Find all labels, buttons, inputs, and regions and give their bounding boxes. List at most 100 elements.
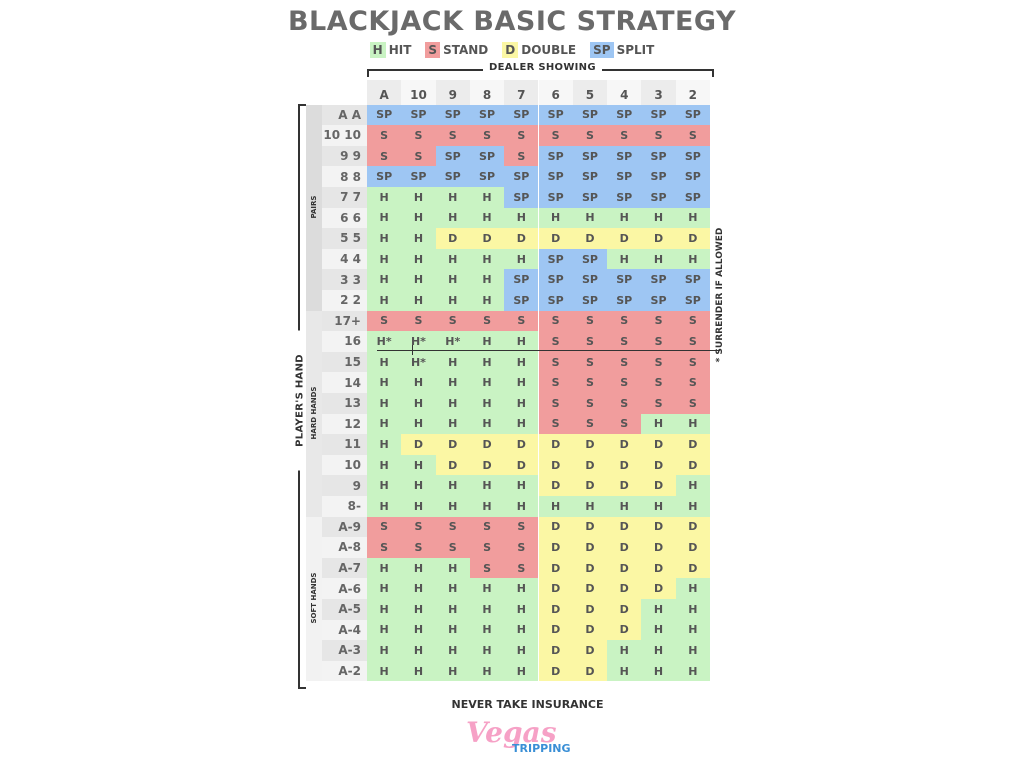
strategy-cell: H* xyxy=(401,331,436,352)
strategy-cell: SP xyxy=(435,166,470,187)
strategy-cell: SP xyxy=(675,187,710,208)
strategy-cell: D xyxy=(469,454,505,476)
strategy-cell: D xyxy=(538,434,573,455)
strategy-cell: S xyxy=(641,393,676,414)
strategy-cell: S xyxy=(607,351,642,373)
strategy-cell: D xyxy=(435,228,470,249)
strategy-cell: D xyxy=(607,454,642,476)
strategy-cell: D xyxy=(538,660,573,682)
strategy-cell: H xyxy=(538,207,573,229)
group-label: HARD HANDS xyxy=(310,386,318,440)
strategy-cell: H xyxy=(504,207,539,229)
strategy-cell: D xyxy=(504,454,539,476)
player-hand-label: A A xyxy=(322,104,367,126)
strategy-cell: H xyxy=(504,393,539,414)
legend: H HIT S STAND D DOUBLE SP SPLIT xyxy=(0,42,1024,58)
logo-vegas: Vegas xyxy=(466,716,557,749)
group-label: PAIRS xyxy=(310,195,318,219)
strategy-cell: S xyxy=(675,372,710,393)
strategy-cell: D xyxy=(572,537,608,558)
strategy-cell: H xyxy=(367,393,402,414)
player-hand-label: 17+ xyxy=(322,310,367,332)
strategy-cell: H xyxy=(435,372,470,393)
strategy-cell: H xyxy=(401,290,436,311)
strategy-cell: S xyxy=(572,393,608,414)
strategy-cell: H xyxy=(469,207,505,229)
strategy-cell: D xyxy=(675,516,710,538)
legend-item: H HIT xyxy=(369,42,411,58)
strategy-cell: D xyxy=(572,640,608,661)
strategy-cell: D xyxy=(641,516,676,538)
strategy-cell: D xyxy=(538,537,573,558)
strategy-cell: D xyxy=(538,475,573,496)
strategy-cell: D xyxy=(675,557,710,579)
column-shade xyxy=(401,80,436,106)
strategy-cell: H xyxy=(469,351,505,373)
strategy-cell: S xyxy=(538,413,573,435)
strategy-cell: H xyxy=(435,557,470,579)
strategy-cell: S xyxy=(367,310,402,332)
strategy-cell: H xyxy=(401,454,436,476)
strategy-cell: H xyxy=(435,578,470,599)
strategy-cell: D xyxy=(572,516,608,538)
strategy-cell: H xyxy=(367,496,402,517)
dealer-card-header: 3 xyxy=(654,88,663,102)
strategy-cell: SP xyxy=(641,187,676,208)
strategy-cell: H xyxy=(367,475,402,496)
strategy-cell: SP xyxy=(607,166,642,187)
strategy-cell: SP xyxy=(435,145,470,167)
strategy-cell: H xyxy=(469,269,505,290)
strategy-cell: S xyxy=(641,125,676,146)
strategy-cell: S xyxy=(607,393,642,414)
strategy-cell: S xyxy=(435,516,470,538)
strategy-cell: H xyxy=(469,640,505,661)
strategy-cell: H xyxy=(435,660,470,682)
strategy-cell: H xyxy=(367,207,402,229)
strategy-cell: D xyxy=(538,599,573,620)
strategy-cell: D xyxy=(572,578,608,599)
strategy-cell: H xyxy=(469,372,505,393)
player-hand-label: A-2 xyxy=(322,660,367,682)
player-hand-label: 2 2 xyxy=(322,290,367,311)
dealer-card-header: 2 xyxy=(688,88,698,102)
page-title: BLACKJACK BASIC STRATEGY xyxy=(287,6,737,37)
strategy-cell: D xyxy=(607,434,642,455)
strategy-cell: SP xyxy=(435,104,470,126)
strategy-cell: S xyxy=(435,125,470,146)
strategy-cell: H xyxy=(469,660,505,682)
strategy-cell: H xyxy=(469,578,505,599)
strategy-cell: S xyxy=(607,310,642,332)
strategy-cell: S xyxy=(538,331,573,352)
player-hand-label: A-3 xyxy=(322,640,367,661)
strategy-cell: S xyxy=(641,351,676,373)
strategy-cell: SP xyxy=(504,269,539,290)
strategy-cell: SP xyxy=(572,145,608,167)
strategy-cell: SP xyxy=(572,166,608,187)
strategy-cell: S xyxy=(504,310,539,332)
column-shade xyxy=(469,80,505,106)
strategy-cell: H xyxy=(367,187,402,208)
player-hand-label: 8 8 xyxy=(322,166,367,187)
strategy-cell: SP xyxy=(641,104,676,126)
strategy-cell: H xyxy=(435,351,470,373)
strategy-cell: SP xyxy=(538,269,573,290)
player-hand-label: 16 xyxy=(322,331,367,352)
strategy-cell: S xyxy=(469,557,505,579)
strategy-cell: H xyxy=(504,248,539,270)
strategy-cell: SP xyxy=(675,290,710,311)
legend-label: DOUBLE xyxy=(521,43,577,57)
strategy-cell: S xyxy=(401,310,436,332)
strategy-cell: SP xyxy=(641,145,676,167)
dealer-label: DEALER SHOWING xyxy=(483,62,602,73)
strategy-cell: H xyxy=(675,599,710,620)
legend-item: SP SPLIT xyxy=(590,42,654,58)
strategy-cell: D xyxy=(538,619,573,641)
strategy-cell: H* xyxy=(435,331,470,352)
strategy-cell: H xyxy=(367,599,402,620)
player-hand-label: 11 xyxy=(322,434,367,455)
strategy-cell: H xyxy=(641,640,676,661)
strategy-cell: SP xyxy=(469,145,505,167)
strategy-cell: H xyxy=(367,619,402,641)
strategy-cell: S xyxy=(504,537,539,558)
strategy-cell: H xyxy=(469,248,505,270)
